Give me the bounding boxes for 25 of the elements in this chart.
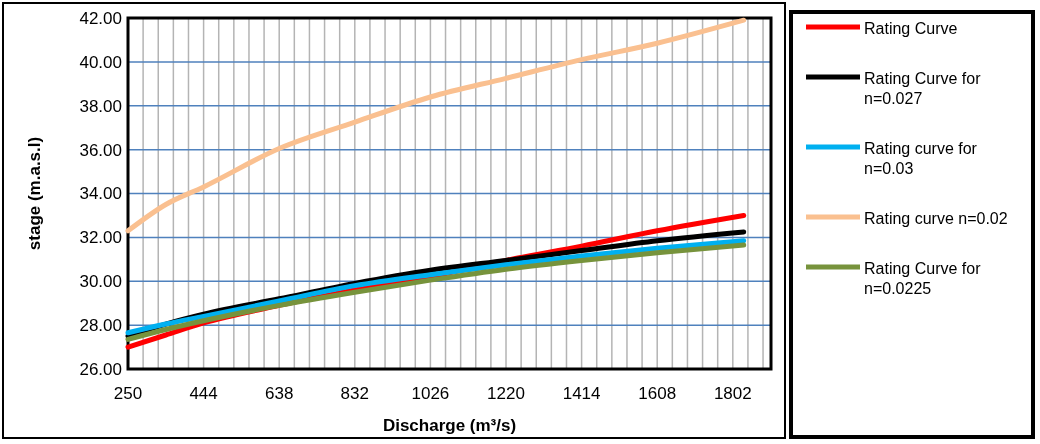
legend-label: Rating curve for n=0.03 [864,139,978,177]
x-tick-label: 444 [189,384,218,403]
y-tick-label: 26.00 [79,359,122,379]
x-axis-title: Discharge (m³/s) [382,416,517,435]
x-tick-label: 1802 [713,384,752,403]
y-tick-label: 36.00 [79,140,122,160]
x-tick-label: 250 [113,384,143,403]
y-axis-title: stage (m.a.s.l) [25,136,44,251]
x-tick-label: 1414 [562,384,601,403]
legend-label: Rating Curve for n=0.0225 [864,259,982,297]
y-tick-label: 32.00 [79,228,122,248]
y-tick-label: 34.00 [79,184,122,204]
x-tick-label: 832 [340,384,369,403]
y-tick-label: 40.00 [79,52,122,72]
x-tick-label: 1608 [638,384,677,403]
legend-label: Rating Curve for n=0.027 [864,69,982,107]
y-tick-label: 30.00 [79,272,122,292]
y-tick-label: 38.00 [79,96,122,116]
x-tick-label: 638 [265,384,294,403]
legend-label: Rating Curve [864,19,958,37]
x-tick-label: 1026 [411,384,450,403]
legend-label: Rating curve n=0.02 [864,209,1008,227]
x-tick-label: 1220 [487,384,525,403]
y-tick-label: 42.00 [79,8,122,28]
y-tick-label: 28.00 [79,316,122,336]
